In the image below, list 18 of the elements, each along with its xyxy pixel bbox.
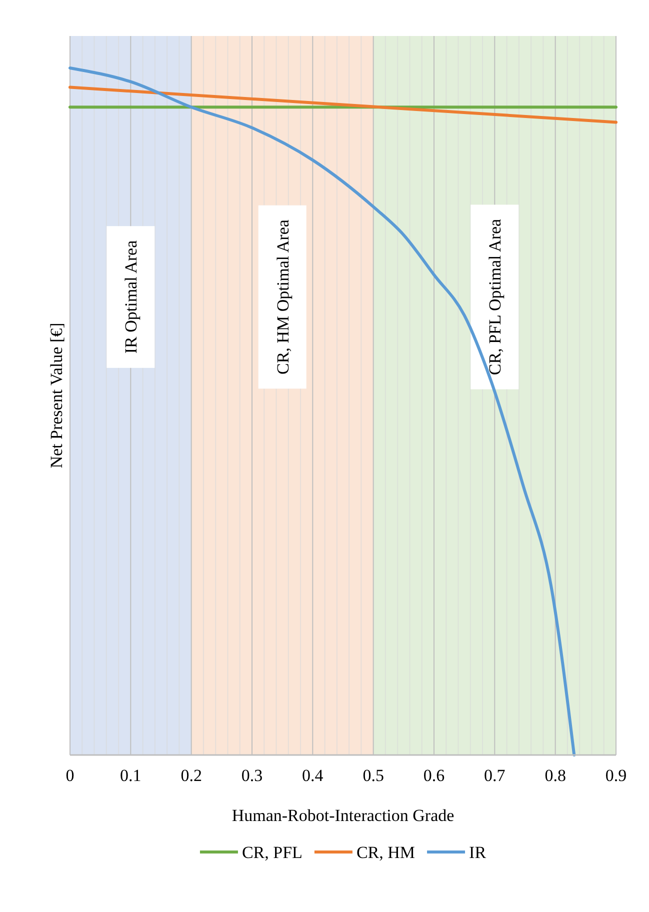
legend-label: CR, HM bbox=[356, 843, 416, 862]
x-tick-label: 0.1 bbox=[120, 766, 142, 786]
x-tick-label: 0 bbox=[66, 766, 74, 786]
x-tick-label: 0.7 bbox=[484, 766, 506, 786]
y-axis-title: Net Present Value [€] bbox=[47, 322, 66, 468]
x-tick-label: 0.3 bbox=[241, 766, 263, 786]
x-axis-title: Human-Robot-Interaction Grade bbox=[232, 806, 454, 825]
x-tick-label: 0.4 bbox=[302, 766, 324, 786]
x-tick-label: 0.6 bbox=[423, 766, 445, 786]
x-tick-label: 0.8 bbox=[544, 766, 566, 786]
legend-label: CR, PFL bbox=[242, 843, 302, 862]
band-label: CR, PFL Optimal Area bbox=[486, 218, 505, 376]
x-tick-label: 0.2 bbox=[180, 766, 202, 786]
x-tick-label: 0.5 bbox=[362, 766, 384, 786]
x-tick-label: 0.9 bbox=[605, 766, 627, 786]
band-label: IR Optimal Area bbox=[122, 240, 141, 354]
band-label: CR, HM Optimal Area bbox=[273, 219, 292, 374]
legend-label: IR bbox=[469, 843, 487, 862]
